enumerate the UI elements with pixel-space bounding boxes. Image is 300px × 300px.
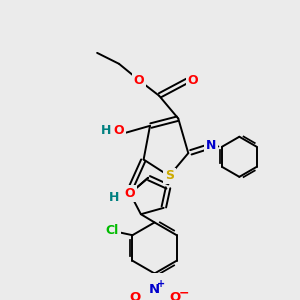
Text: N: N — [206, 140, 216, 152]
Text: O: O — [129, 291, 140, 300]
Text: H: H — [109, 191, 120, 204]
Text: +: + — [157, 279, 165, 290]
Text: Cl: Cl — [106, 224, 119, 237]
Text: N: N — [149, 284, 160, 296]
Text: O: O — [188, 74, 198, 87]
Text: H: H — [101, 124, 111, 137]
Text: S: S — [165, 169, 174, 182]
Text: O: O — [169, 291, 180, 300]
Text: O: O — [114, 124, 124, 137]
Text: −: − — [178, 286, 189, 299]
Text: O: O — [124, 187, 135, 200]
Text: O: O — [134, 74, 144, 87]
